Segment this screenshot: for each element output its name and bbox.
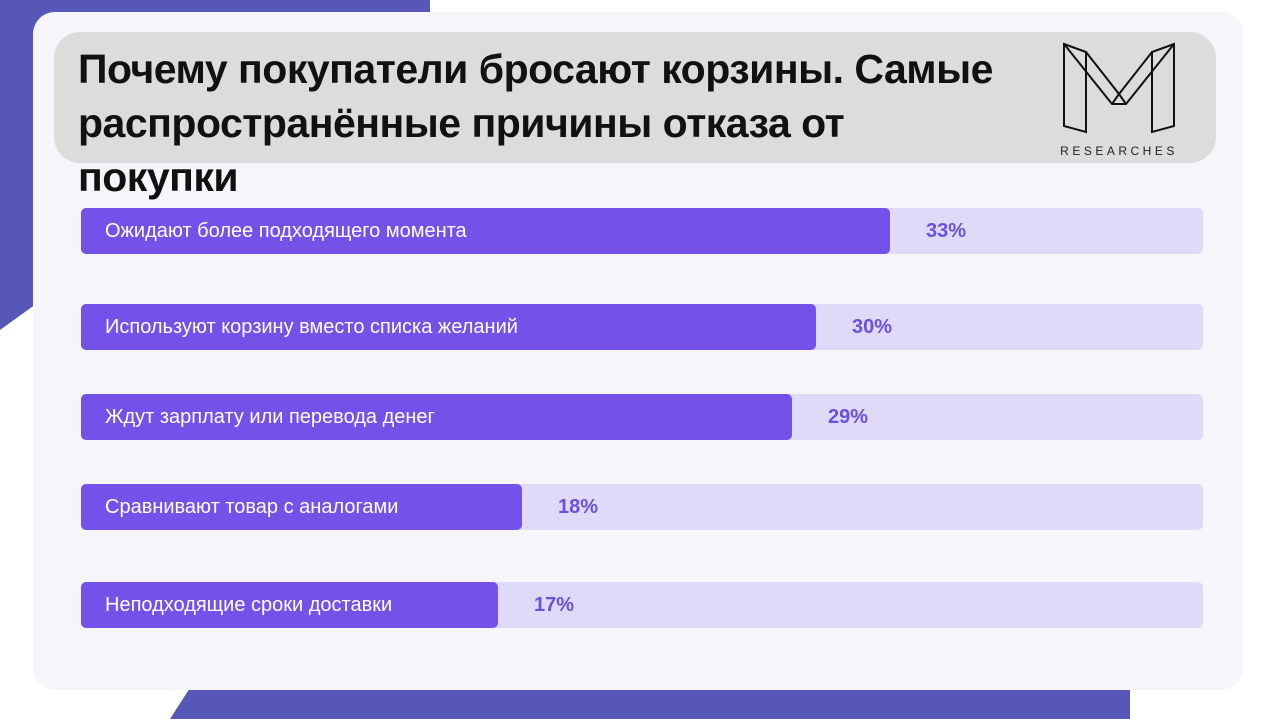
bar-category-label: Используют корзину вместо списка желаний bbox=[105, 316, 518, 338]
bar-value-label: 29% bbox=[828, 406, 869, 428]
bar-value-label: 33% bbox=[926, 220, 967, 242]
logo: RESEARCHES bbox=[1044, 40, 1194, 162]
header-panel bbox=[54, 32, 1216, 163]
bar bbox=[81, 304, 816, 350]
bar bbox=[81, 484, 522, 530]
bar bbox=[81, 208, 890, 254]
bar-value-label: 30% bbox=[852, 316, 893, 338]
bar-category-label: Ожидают более подходящего момента bbox=[105, 220, 467, 242]
page-title: Почему покупатели бросают корзины. Самые… bbox=[78, 46, 993, 200]
bar bbox=[81, 394, 792, 440]
m-logo-icon bbox=[1063, 42, 1175, 134]
bar-category-label: Неподходящие сроки доставки bbox=[105, 594, 393, 616]
bar-value-label: 17% bbox=[534, 594, 575, 616]
bar-category-label: Сравнивают товар с аналогами bbox=[105, 496, 399, 518]
logo-wordmark: RESEARCHES bbox=[1060, 144, 1178, 158]
bar-category-label: Ждут зарплату или перевода денег bbox=[105, 406, 435, 428]
bar-value-label: 18% bbox=[558, 496, 599, 518]
bar bbox=[81, 582, 498, 628]
